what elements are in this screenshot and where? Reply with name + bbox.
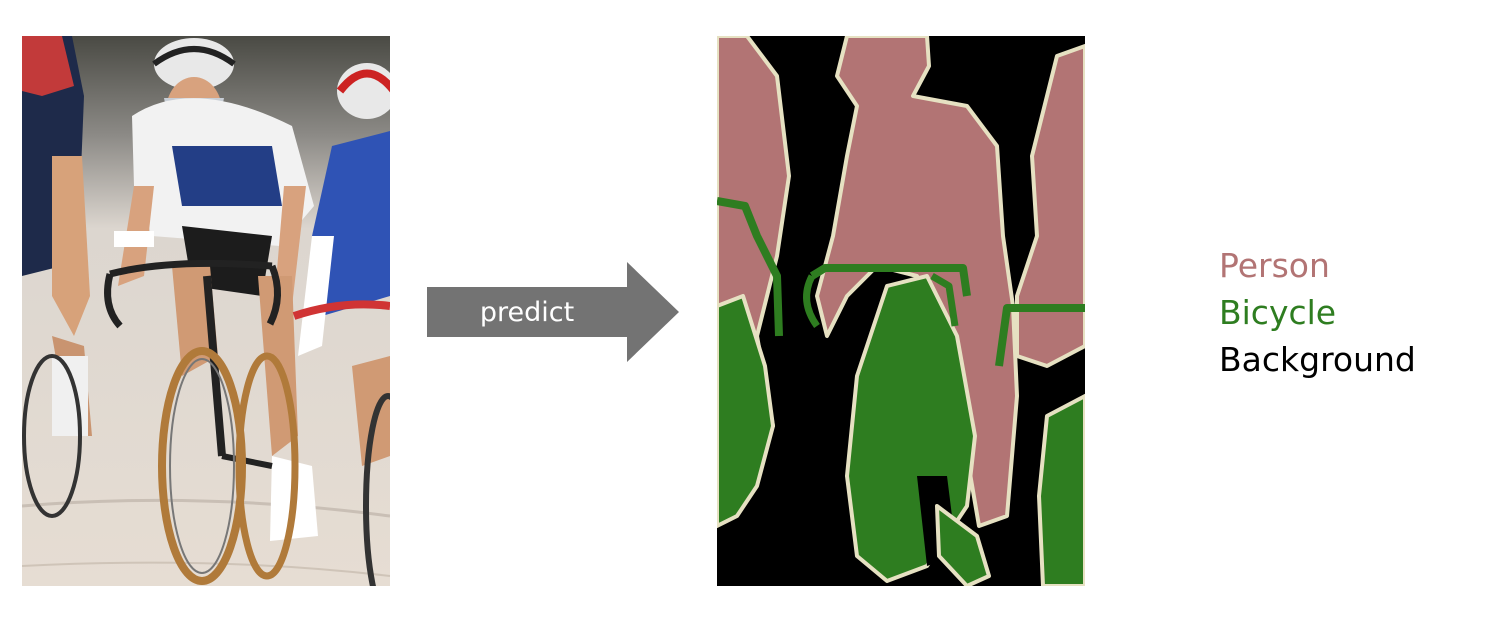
predict-arrow [427,262,679,362]
legend-person: Person [1219,246,1330,285]
input-cyclists-photo [22,36,390,586]
segmentation-mask [717,36,1085,586]
predict-label: predict [479,296,575,328]
legend-bicycle: Bicycle [1219,293,1337,332]
legend-background: Background [1219,340,1416,379]
class-legend: Person Bicycle Background [1219,242,1416,383]
